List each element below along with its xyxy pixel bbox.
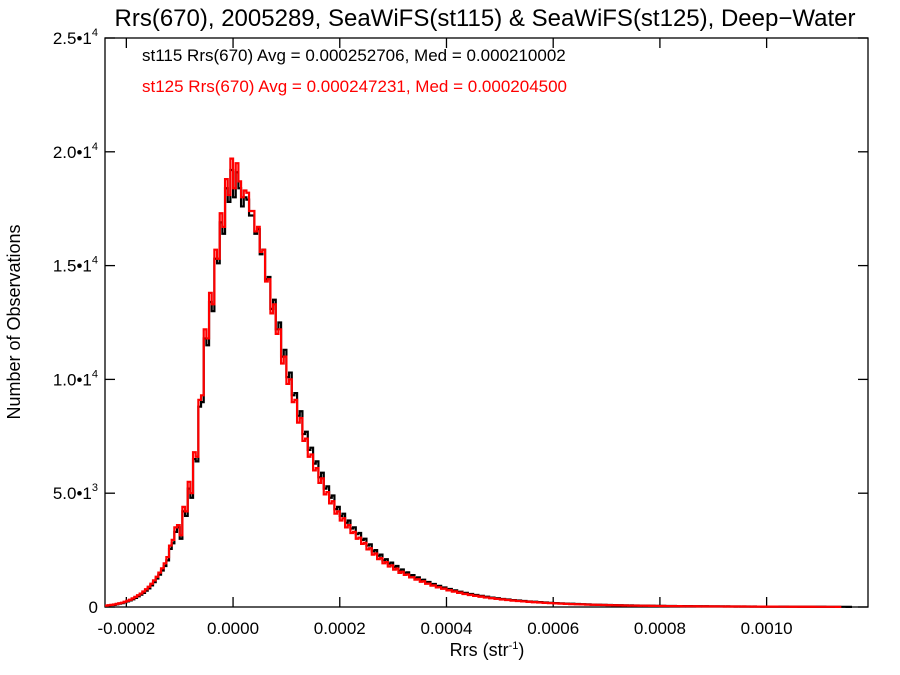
- x-tick-label: 0.0010: [741, 619, 793, 638]
- x-axis-label-close: ): [518, 640, 524, 660]
- y-axis-label: Number of Observations: [4, 224, 24, 419]
- y-tick-label-base: 2.5•1: [53, 29, 92, 48]
- y-tick-label-exponent: 4: [92, 255, 98, 267]
- x-axis-label: Rrs (str-1): [450, 640, 525, 660]
- y-tick-label-base: 5.0•1: [53, 484, 92, 503]
- y-tick-label-exponent: 3: [92, 482, 98, 494]
- chart-title: Rrs(670), 2005289, SeaWiFS(st115) & SeaW…: [115, 5, 856, 32]
- x-tick-label: 0.0000: [207, 619, 259, 638]
- st125-histogram-line: [105, 157, 842, 608]
- x-tick-label: 0.0002: [314, 619, 366, 638]
- histogram-series: [105, 157, 852, 608]
- st115-histogram-line: [105, 168, 852, 608]
- y-tick-label: 1.0•14: [53, 368, 98, 389]
- x-tick-label: -0.0002: [98, 619, 156, 638]
- y-tick-label: 2.5•14: [53, 27, 98, 48]
- x-axis-label-main: Rrs (str: [450, 640, 509, 660]
- y-axis-ticks: 05.0•131.0•141.5•142.0•142.5•14: [53, 27, 868, 617]
- y-tick-label: 5.0•13: [53, 482, 98, 503]
- y-tick-label: 1.5•14: [53, 255, 98, 276]
- y-tick-label-exponent: 4: [92, 368, 98, 380]
- y-tick-label-base: 0: [89, 598, 98, 617]
- x-tick-label: 0.0004: [420, 619, 472, 638]
- x-axis-ticks: -0.0002 0.0000 0.0002 0.0004 0.0006 0.0008 0.0…: [98, 38, 793, 638]
- y-tick-label: 2.0•14: [53, 141, 98, 162]
- y-tick-label-base: 1.5•1: [53, 257, 92, 276]
- x-axis-label-exponent: -1: [509, 640, 519, 652]
- y-tick-label-base: 2.0•1: [53, 143, 92, 162]
- y-tick-label-exponent: 4: [92, 27, 98, 39]
- y-tick-label-base: 1.0•1: [53, 370, 92, 389]
- x-tick-label: 0.0006: [527, 619, 579, 638]
- plot-frame: [104, 37, 869, 608]
- annotation-st115: st115 Rrs(670) Avg = 0.000252706, Med = …: [142, 46, 566, 65]
- plot-area: 05.0•131.0•141.5•142.0•142.5•14 -0.0002 0…: [53, 27, 869, 638]
- annotation-st125: st125 Rrs(670) Avg = 0.000247231, Med = …: [142, 77, 567, 96]
- y-tick-label-exponent: 4: [92, 141, 98, 153]
- x-tick-label: 0.0008: [634, 619, 686, 638]
- y-tick-label: 0: [89, 598, 98, 617]
